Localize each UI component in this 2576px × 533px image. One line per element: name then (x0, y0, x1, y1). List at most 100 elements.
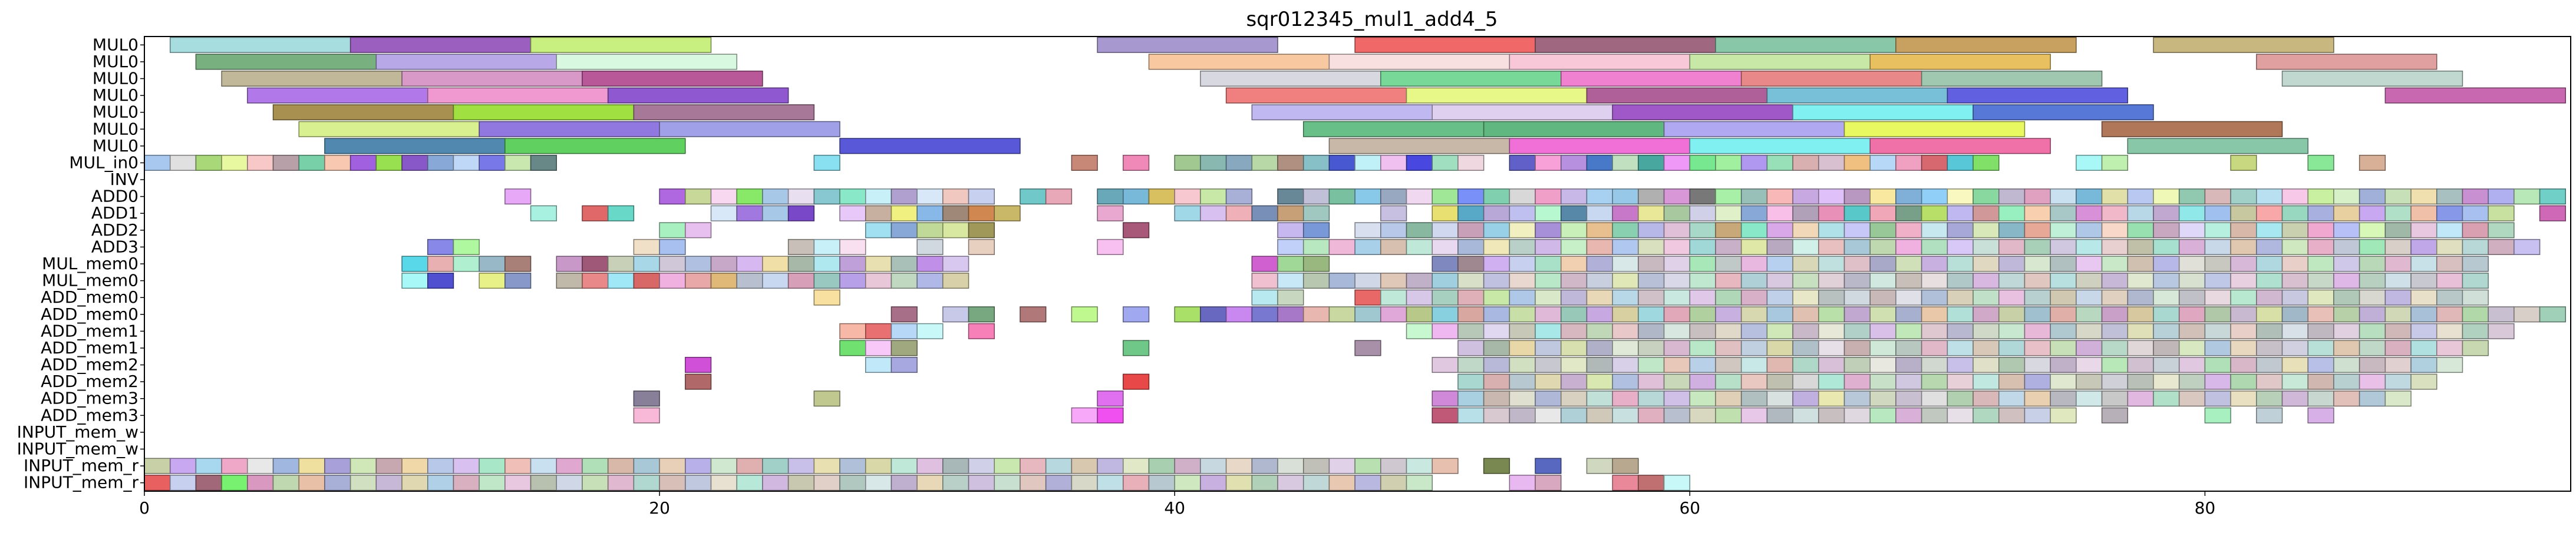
schedule-bar (1689, 357, 1716, 373)
schedule-bar (504, 154, 532, 171)
schedule-bar (2488, 188, 2515, 205)
schedule-bar (2256, 323, 2283, 339)
schedule-bar (1535, 306, 1562, 323)
row-label: ADD1 (91, 203, 138, 223)
schedule-bar (530, 37, 712, 53)
schedule-bar (1998, 289, 2026, 306)
schedule-bar (1947, 306, 1974, 323)
schedule-bar (1766, 407, 1793, 423)
schedule-bar (2307, 373, 2334, 390)
schedule-bar (1895, 273, 1922, 289)
schedule-bar (1792, 104, 1974, 121)
schedule-bar (839, 256, 866, 272)
schedule-bar (1998, 306, 2026, 323)
schedule-bar (1200, 70, 1381, 87)
schedule-bar (2514, 306, 2541, 323)
schedule-bar (1612, 340, 1639, 356)
schedule-bar (556, 458, 583, 474)
row-label: ADD_mem0 (41, 304, 138, 324)
schedule-bar (1535, 154, 1562, 171)
schedule-bar (2076, 323, 2103, 339)
schedule-bar (736, 475, 763, 491)
schedule-bar (1535, 373, 1562, 390)
schedule-bar (1251, 306, 1278, 323)
schedule-bar (2153, 222, 2180, 239)
schedule-bar (1869, 357, 1896, 373)
schedule-bar (1947, 273, 1974, 289)
schedule-bar (1328, 54, 1510, 70)
schedule-bar (2410, 340, 2438, 356)
schedule-bar (1947, 289, 1974, 306)
schedule-bar (1097, 188, 1124, 205)
schedule-bar (375, 458, 403, 474)
schedule-bar (1302, 239, 1330, 255)
schedule-bar (813, 239, 840, 255)
schedule-bar (1740, 407, 1768, 423)
schedule-bar (1045, 458, 1073, 474)
schedule-bar (169, 458, 197, 474)
schedule-bar (1535, 256, 1562, 272)
schedule-bar (607, 205, 635, 221)
schedule-bar (1818, 373, 1845, 390)
schedule-bar (2359, 205, 2386, 221)
schedule-bar (1020, 306, 1047, 323)
schedule-bar (1638, 273, 1665, 289)
schedule-bar (2050, 256, 2077, 272)
schedule-bar (736, 188, 763, 205)
schedule-bar (1020, 475, 1047, 491)
schedule-bar (479, 256, 506, 272)
schedule-bar (1535, 289, 1562, 306)
schedule-bar (1818, 340, 1845, 356)
schedule-bar (1586, 239, 1613, 255)
schedule-bar (1586, 390, 1613, 407)
schedule-bar (2153, 289, 2180, 306)
schedule-bar (1973, 205, 2000, 221)
schedule-bar (659, 256, 686, 272)
schedule-bar (1921, 70, 2103, 87)
schedule-bar (2127, 306, 2154, 323)
schedule-bar (1612, 222, 1639, 239)
schedule-bar (1354, 239, 1381, 255)
schedule-bar (2281, 273, 2308, 289)
schedule-bar (375, 475, 403, 491)
schedule-bar (2281, 390, 2308, 407)
schedule-bar (1818, 306, 1845, 323)
schedule-bar (1509, 340, 1536, 356)
schedule-bar (1123, 188, 1150, 205)
schedule-bar (2281, 357, 2308, 373)
schedule-bar (1302, 188, 1330, 205)
schedule-bar (1689, 273, 1716, 289)
schedule-bar (2256, 357, 2283, 373)
schedule-bar (427, 475, 454, 491)
schedule-bar (916, 239, 944, 255)
schedule-bar (1277, 188, 1304, 205)
schedule-bar (1535, 357, 1562, 373)
schedule-bar (1740, 273, 1768, 289)
schedule-bar (2204, 239, 2231, 255)
schedule-bar (2178, 205, 2206, 221)
schedule-bar (890, 475, 918, 491)
schedule-bar (1638, 239, 1665, 255)
schedule-bar (2076, 154, 2103, 171)
schedule-bar (2050, 188, 2077, 205)
schedule-bar (2333, 306, 2360, 323)
schedule-bar (1457, 256, 1485, 272)
schedule-bar (1869, 239, 1896, 255)
schedule-bar (1302, 475, 1330, 491)
schedule-bar (916, 188, 944, 205)
schedule-bar (1097, 475, 1124, 491)
schedule-bar (1612, 188, 1639, 205)
schedule-bar (1766, 340, 1793, 356)
schedule-bar (1612, 407, 1639, 423)
schedule-bar (1973, 239, 2000, 255)
schedule-bar (1561, 407, 1588, 423)
schedule-bar (1586, 87, 1768, 104)
schedule-bar (2256, 205, 2283, 221)
schedule-bar (1818, 357, 1845, 373)
schedule-bar (1895, 323, 1922, 339)
schedule-bar (1561, 289, 1588, 306)
schedule-bar (1740, 323, 1768, 339)
schedule-bar (2359, 373, 2386, 390)
schedule-bar (1586, 407, 1613, 423)
schedule-bar (1045, 475, 1073, 491)
